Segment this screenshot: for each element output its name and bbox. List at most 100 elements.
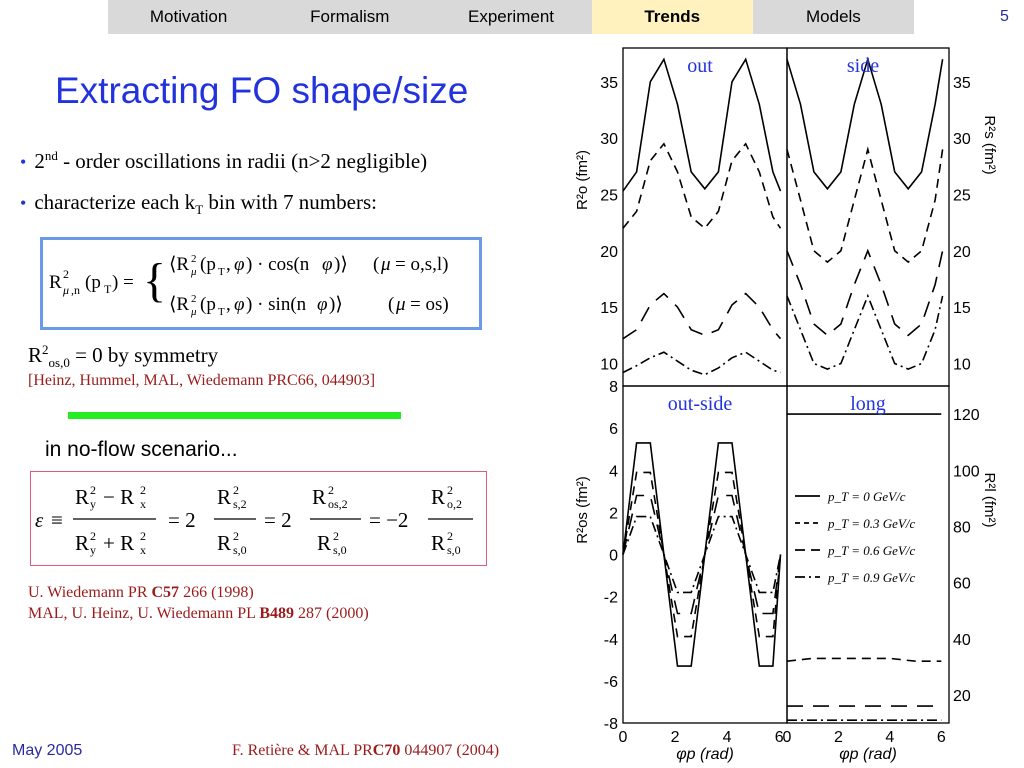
ref-text: U. Wiedemann PR bbox=[28, 584, 152, 601]
y-tick-label: 20 bbox=[953, 688, 971, 705]
sym-pre: R bbox=[28, 343, 43, 367]
svg-text:μ: μ bbox=[395, 294, 406, 315]
legend-label: p_T = 0.9 GeV/c bbox=[827, 570, 915, 585]
x-axis-label: φp (rad) bbox=[839, 746, 897, 763]
bullet1-post: - order oscillations in radii (n>2 negli… bbox=[57, 149, 428, 173]
x-tick-label: 6 bbox=[937, 729, 946, 746]
y-tick-label: 40 bbox=[953, 632, 971, 649]
svg-text:(p: (p bbox=[85, 272, 101, 293]
svg-text:⟨R: ⟨R bbox=[169, 294, 189, 315]
svg-text:R: R bbox=[312, 485, 326, 509]
svg-text:{: { bbox=[143, 254, 166, 307]
x-tick-label: 2 bbox=[834, 729, 843, 746]
x-axis-label: φp (rad) bbox=[676, 746, 734, 763]
y-axis-label: R²l (fm²) bbox=[981, 473, 998, 528]
svg-text:− R: − R bbox=[103, 485, 134, 509]
svg-text:y: y bbox=[90, 543, 96, 557]
bullet1-pre: 2 bbox=[34, 149, 45, 173]
series-line bbox=[786, 248, 944, 337]
svg-text:2: 2 bbox=[328, 483, 334, 497]
svg-text:= 2: = 2 bbox=[264, 508, 292, 532]
y-tick-label: 0 bbox=[609, 548, 618, 565]
svg-text:= o,s,l): = o,s,l) bbox=[395, 254, 448, 275]
x-tick-label: 4 bbox=[723, 729, 732, 746]
y-tick-label: 10 bbox=[600, 356, 618, 373]
sym-post: = 0 by symmetry bbox=[69, 343, 219, 367]
svg-text:μ: μ bbox=[190, 306, 197, 318]
tab-experiment[interactable]: Experiment bbox=[468, 7, 554, 26]
series-line bbox=[786, 657, 942, 662]
x-tick-label: 6 bbox=[775, 729, 784, 746]
reference-wiedemann: U. Wiedemann PR C57 266 (1998) bbox=[28, 582, 369, 603]
svg-text:) · cos(n: ) · cos(n bbox=[246, 254, 310, 275]
svg-text:)⟩: )⟩ bbox=[329, 294, 343, 315]
footer-ref-pre: F. Retière & MAL PR bbox=[232, 742, 373, 759]
panel-title: out bbox=[687, 55, 713, 77]
x-tick-label: 0 bbox=[783, 729, 792, 746]
svg-text:o,2: o,2 bbox=[447, 497, 462, 511]
bullet2-post: bin with 7 numbers: bbox=[203, 190, 377, 214]
tab-trends[interactable]: Trends bbox=[591, 0, 753, 34]
footer-ref-post: 044907 (2004) bbox=[400, 742, 500, 759]
bullet2-sub: T bbox=[195, 202, 204, 218]
series-line bbox=[622, 57, 782, 192]
y-tick-label: 10 bbox=[953, 356, 971, 373]
svg-text:R: R bbox=[217, 531, 231, 555]
svg-text:(p: (p bbox=[200, 294, 216, 315]
ref-volume: B489 bbox=[259, 605, 294, 622]
footer-date: May 2005 bbox=[12, 742, 83, 759]
y-tick-label: 60 bbox=[953, 576, 971, 593]
series-line bbox=[622, 292, 782, 340]
slide-title: Extracting FO shape/size bbox=[55, 70, 469, 111]
y-tick-label: 100 bbox=[953, 463, 980, 480]
reference-mal-heinz: MAL, U. Heinz, U. Wiedemann PL B489 287 … bbox=[28, 603, 369, 624]
x-tick-label: 2 bbox=[671, 729, 680, 746]
panel-frame bbox=[786, 47, 950, 387]
sym-sup: 2 bbox=[42, 342, 49, 357]
svg-text:φ: φ bbox=[234, 254, 245, 275]
svg-text:= os): = os) bbox=[410, 294, 449, 315]
sym-sub: os,0 bbox=[48, 355, 70, 371]
y-tick-label: 35 bbox=[600, 75, 618, 92]
svg-text:os,2: os,2 bbox=[328, 497, 348, 511]
svg-text:2: 2 bbox=[233, 529, 239, 543]
bullet-oscillations: • 2nd - order oscillations in radii (n>2 … bbox=[20, 148, 427, 174]
svg-text:x: x bbox=[140, 543, 146, 557]
svg-text:2: 2 bbox=[140, 529, 146, 543]
svg-text:y: y bbox=[90, 497, 96, 511]
svg-text:R: R bbox=[75, 531, 89, 555]
references-list: U. Wiedemann PR C57 266 (1998) MAL, U. H… bbox=[28, 582, 369, 624]
svg-text:) · sin(n: ) · sin(n bbox=[246, 294, 307, 315]
svg-text:)⟩: )⟩ bbox=[334, 254, 348, 275]
svg-text:R: R bbox=[317, 531, 331, 555]
svg-text:x: x bbox=[140, 497, 146, 511]
svg-text:ε: ε bbox=[35, 508, 44, 532]
y-tick-label: 8 bbox=[609, 379, 618, 396]
svg-text:φ: φ bbox=[317, 294, 328, 315]
y-tick-label: 15 bbox=[600, 300, 618, 317]
svg-text:R: R bbox=[49, 272, 62, 293]
y-tick-label: 4 bbox=[609, 463, 618, 480]
ref-volume: C57 bbox=[151, 584, 180, 601]
svg-text:φ: φ bbox=[234, 294, 245, 315]
tab-motivation[interactable]: Motivation bbox=[149, 7, 228, 26]
green-divider bbox=[68, 412, 401, 419]
svg-text:≡: ≡ bbox=[51, 508, 63, 532]
reference-heinz: [Heinz, Hummel, MAL, Wiedemann PRC66, 04… bbox=[28, 372, 376, 389]
bullet-icon: • bbox=[20, 193, 27, 213]
svg-text:s,0: s,0 bbox=[447, 543, 461, 557]
bullet-kt-bin: • characterize each kT bin with 7 numbers… bbox=[20, 190, 377, 218]
svg-text:μ: μ bbox=[380, 254, 391, 275]
series-line bbox=[622, 351, 781, 376]
series-line bbox=[622, 494, 782, 615]
svg-text:= −2: = −2 bbox=[369, 508, 408, 532]
svg-text:2: 2 bbox=[447, 529, 453, 543]
tab-models[interactable]: Models bbox=[806, 7, 861, 26]
svg-text:T: T bbox=[218, 306, 225, 318]
svg-text:R: R bbox=[75, 485, 89, 509]
equation2-svg: ε ≡ R 2y − R 2x R 2y + R 2x = 2 R 2s,2 R 2s,0 … bbox=[35, 483, 473, 557]
x-tick-label: 0 bbox=[619, 729, 628, 746]
tab-formalism[interactable]: Formalism bbox=[310, 7, 390, 26]
